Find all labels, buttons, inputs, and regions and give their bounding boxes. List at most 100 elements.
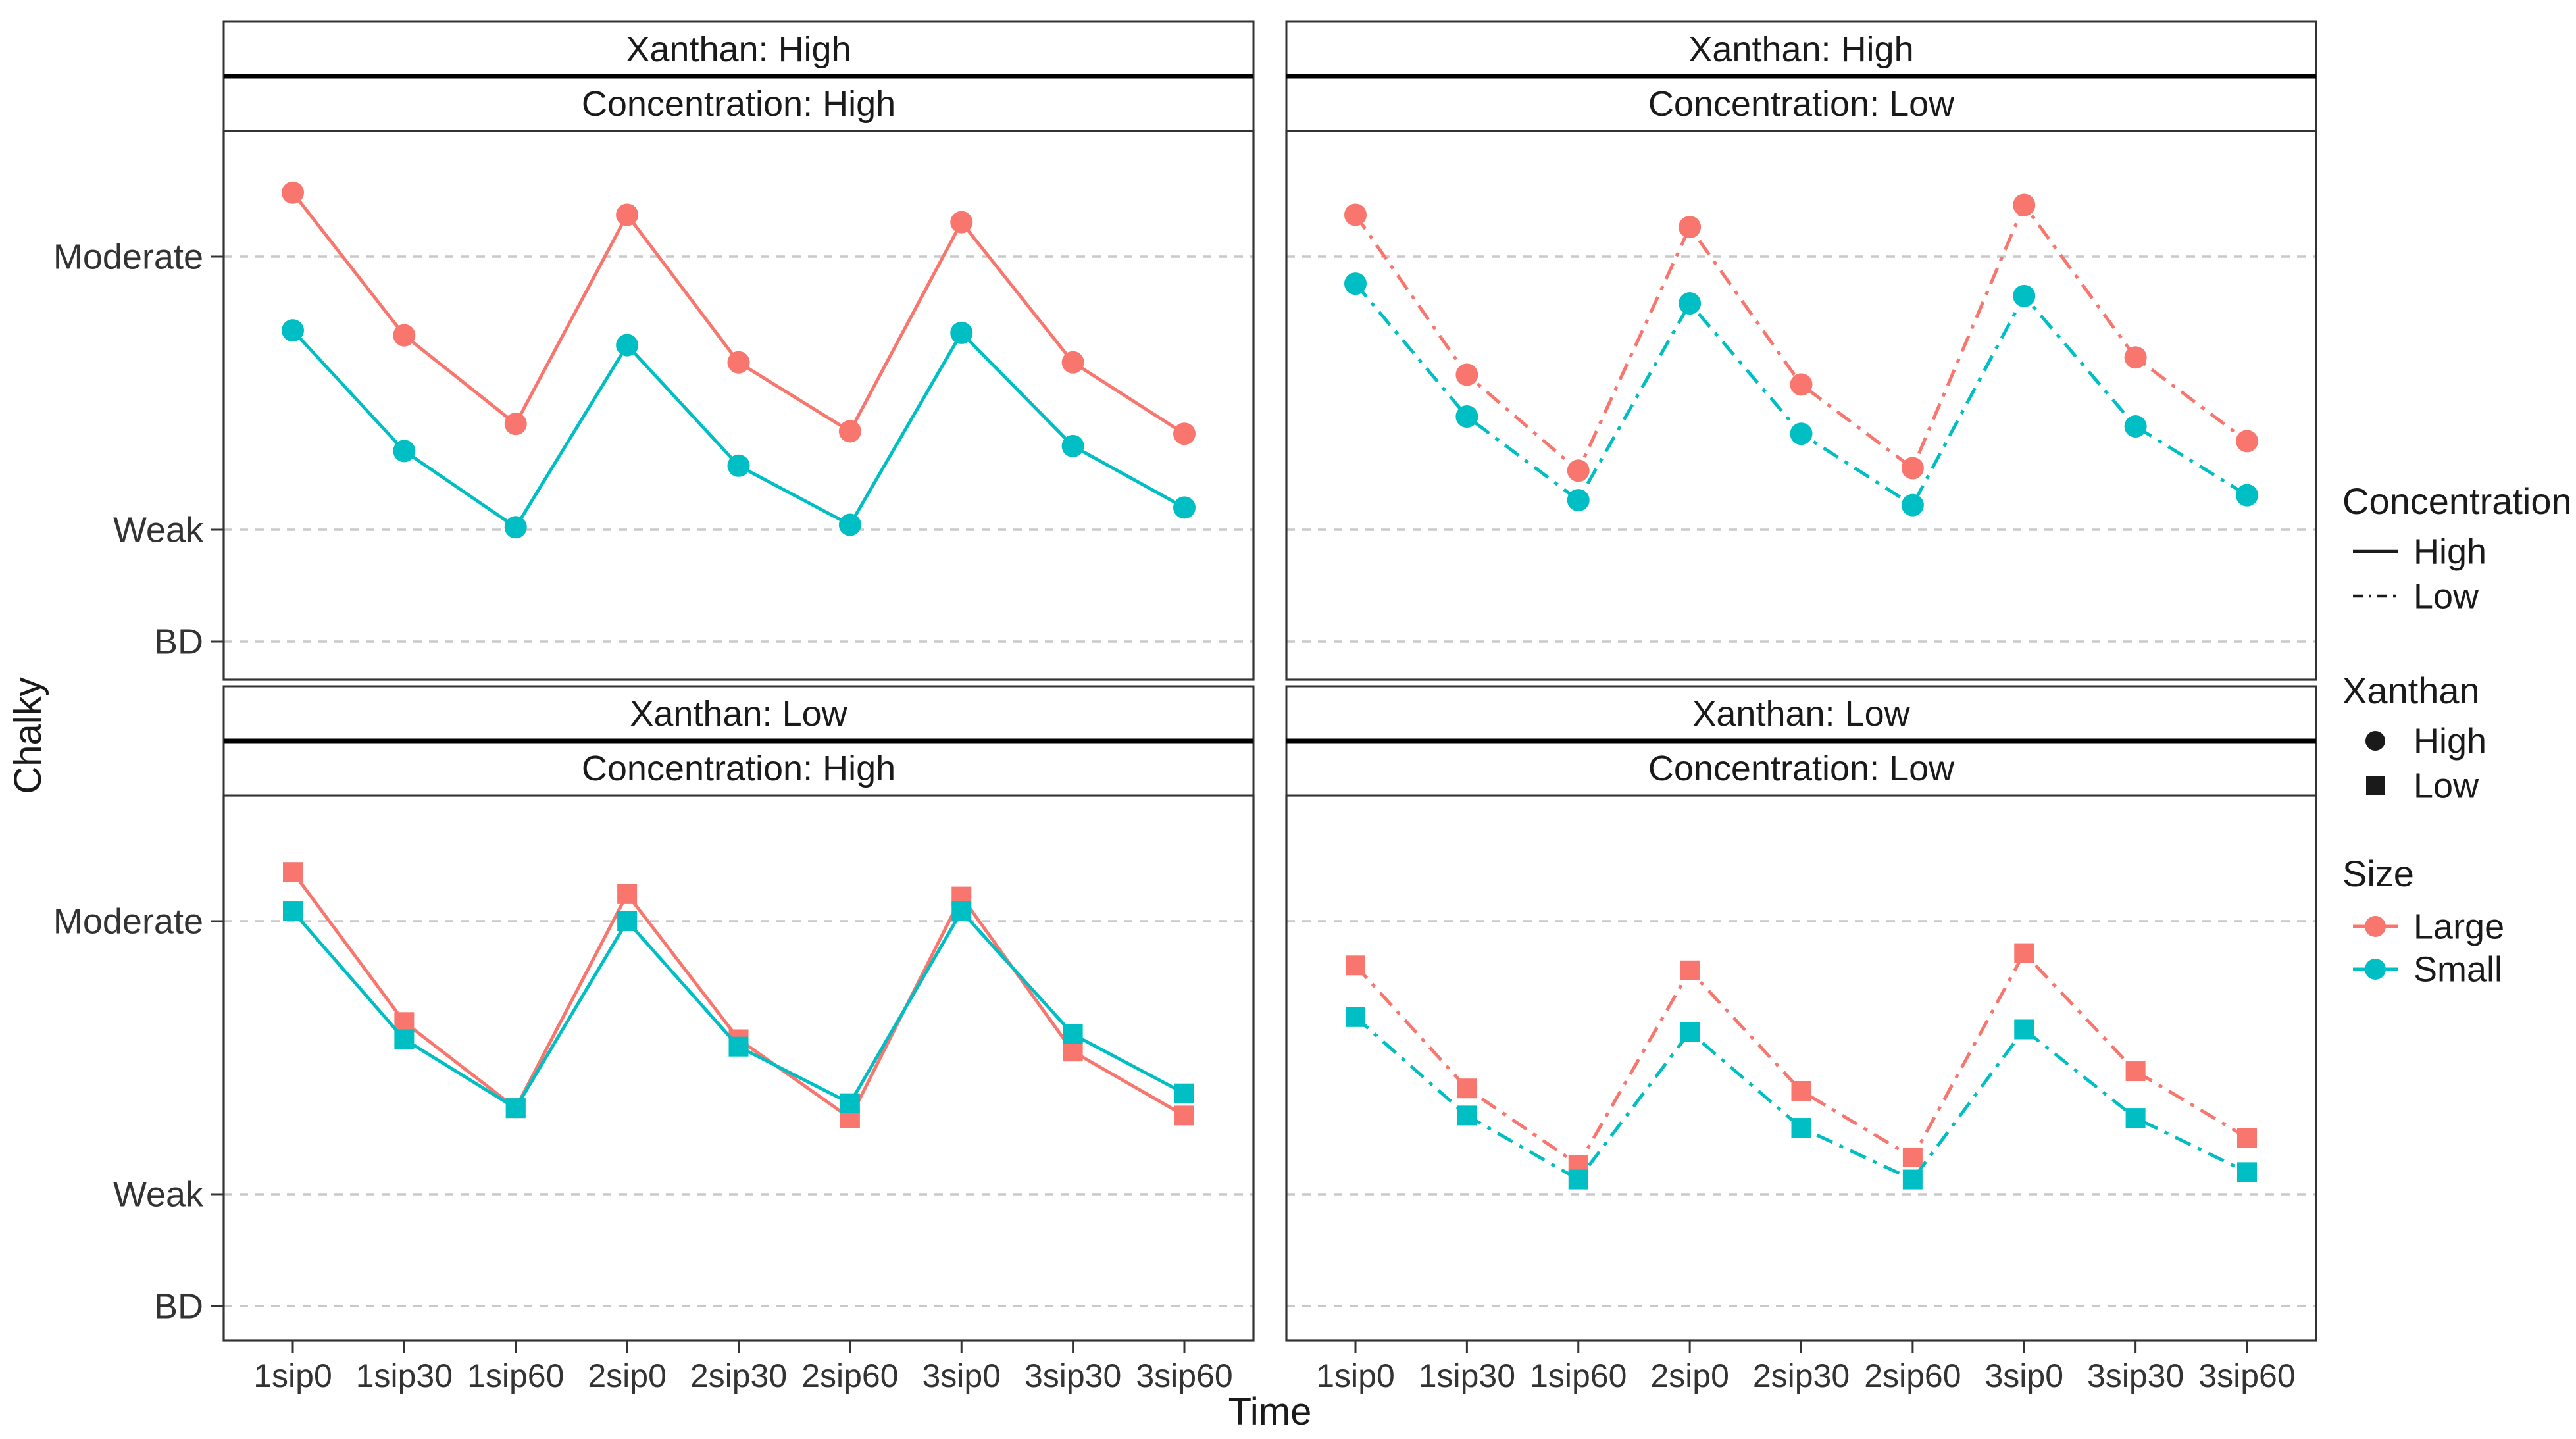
y-tick-label-moderate: Moderate [53,901,203,941]
data-point-small-2sip0 [1680,1022,1700,1042]
data-point-large-2sip30 [1791,1080,1811,1101]
facet-strip-col-label: Concentration: Low [1648,84,1955,124]
facet-strip-row-label: Xanthan: High [1688,30,1913,69]
facet-strip-col-box [1285,740,2317,797]
legend-item-label-high: High [2413,721,2487,761]
data-point-small-1sip30 [1457,1105,1477,1126]
data-point-large-1sip0 [283,862,303,882]
data-point-small-1sip60 [1567,489,1590,512]
facet-strips-bottom-left: Xanthan: Low Concentration: High [222,685,1255,797]
facet-strip-row-label: Xanthan: Low [1692,694,1910,734]
data-point-large-2sip0 [616,203,639,226]
facet-strip-col-label: Concentration: High [582,84,896,124]
data-point-small-2sip0 [617,911,638,931]
point-marker-icon [2365,916,2386,937]
y-axis-title: Chalky [7,677,49,794]
panel-background [224,795,1253,1340]
data-point-small-2sip0 [1679,292,1702,315]
data-point-small-3sip30 [2124,415,2147,438]
facet-strip-row-label: Xanthan: High [626,30,851,69]
data-point-small-3sip60 [1174,1083,1194,1103]
data-point-large-3sip30 [2125,1061,2146,1082]
x-tick-label-3sip60: 3sip60 [2198,1357,2295,1394]
data-point-small-3sip0 [951,901,972,922]
facet-strip-row-box [222,20,1255,78]
series-line-small [1354,1015,2248,1182]
data-point-small-1sip30 [1455,405,1478,428]
data-point-large-3sip30 [2124,346,2147,369]
data-point-small-1sip60 [505,1098,526,1119]
legend-item-label-small: Small [2413,949,2502,989]
data-point-large-1sip30 [1455,363,1478,386]
legend-key-xanthan-high [2365,731,2385,751]
y-tick-label-moderate: Moderate [53,237,203,276]
data-point-small-1sip0 [1344,272,1367,295]
legend-item-label-high: High [2413,532,2487,571]
data-point-small-1sip30 [393,440,416,463]
facet-strip-col-box [222,740,1255,797]
facet-strip-col-box [1285,75,2317,132]
x-tick-label-2sip0: 2sip0 [588,1357,667,1394]
facet-strips-top-left: Xanthan: High Concentration: High [222,20,1255,132]
data-point-small-1sip0 [282,319,304,342]
data-point-large-1sip30 [393,324,416,347]
legend-title-size: Size [2342,853,2414,894]
data-point-large-3sip60 [2236,430,2258,453]
data-point-large-2sip30 [727,351,750,374]
data-point-large-3sip0 [2014,943,2034,963]
x-tick-label-2sip30: 2sip30 [690,1357,787,1394]
data-point-small-3sip0 [950,321,973,344]
data-point-large-2sip60 [1901,457,1924,480]
data-point-large-2sip0 [1679,216,1702,239]
x-tick-label-2sip60: 2sip60 [801,1357,898,1394]
legend-item-label-large: Large [2413,907,2504,946]
data-point-small-2sip30 [1790,422,1813,445]
point-marker-icon [2365,959,2386,980]
data-point-large-3sip60 [1173,422,1196,445]
x-tick-label-3sip60: 3sip60 [1136,1357,1232,1394]
y-tick-label-bd: BD [154,622,203,661]
legend-item-label-low: Low [2413,576,2479,616]
data-point-large-1sip30 [394,1012,415,1032]
legend-title-concentration: Concentration [2342,480,2572,522]
circle-marker-icon [2365,731,2385,751]
x-tick-label-2sip60: 2sip60 [1864,1357,1961,1394]
legend-item-label-low: Low [2413,766,2479,805]
data-point-large-1sip0 [282,181,304,204]
data-point-large-1sip0 [1344,203,1367,226]
x-tick-label-1sip0: 1sip0 [253,1357,332,1394]
y-axis-row-1: Moderate Weak BD [53,901,224,1326]
data-point-large-2sip60 [838,420,861,443]
x-tick-label-3sip30: 3sip30 [2087,1357,2184,1394]
data-point-small-1sip30 [394,1029,415,1049]
facet-strips-top-right: Xanthan: High Concentration: Low [1285,20,2317,132]
square-marker-icon [2366,776,2385,795]
data-point-large-3sip60 [2237,1128,2257,1148]
facet-strip-row-box [1285,685,2317,742]
x-tick-label-2sip30: 2sip30 [1753,1357,1850,1394]
facet-strips-bottom-right: Xanthan: Low Concentration: Low [1285,685,2317,797]
data-point-small-2sip0 [616,334,639,357]
data-point-small-3sip0 [2013,284,2036,307]
legend-title-xanthan: Xanthan [2342,670,2480,711]
y-tick-label-bd: BD [154,1286,203,1326]
data-point-large-1sip0 [1346,955,1365,976]
data-point-large-1sip60 [504,413,527,436]
x-tick-label-2sip0: 2sip0 [1650,1357,1729,1394]
data-point-small-2sip60 [838,513,861,536]
data-point-small-2sip60 [1901,493,1924,517]
x-tick-label-3sip30: 3sip30 [1024,1357,1121,1394]
panel-background [1286,795,2316,1340]
data-point-small-1sip60 [1568,1169,1588,1190]
data-point-large-2sip0 [1680,960,1700,980]
data-point-large-3sip30 [1063,1042,1083,1062]
facet-panel-bottom-left: Xanthan: Low Concentration: High [222,685,1255,1342]
legend-key-xanthan-low [2366,776,2385,795]
data-point-small-2sip30 [727,454,750,477]
data-point-large-2sip30 [1790,373,1813,396]
y-tick-label-weak: Weak [113,510,204,549]
panel-background [224,131,1253,680]
data-point-large-1sip30 [1457,1078,1477,1099]
